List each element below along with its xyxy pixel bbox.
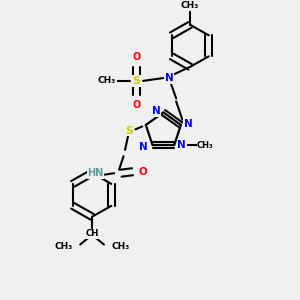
Text: N: N [184,118,193,128]
Text: CH₃: CH₃ [111,242,129,250]
Text: S: S [133,76,141,86]
Text: CH₃: CH₃ [98,76,116,85]
Text: S: S [125,126,134,136]
Text: N: N [177,140,186,150]
Text: N: N [165,73,174,83]
Text: HN: HN [87,168,104,178]
Text: CH₃: CH₃ [181,1,199,10]
Text: O: O [133,100,141,110]
Text: O: O [139,167,147,177]
Text: CH₃: CH₃ [55,242,73,250]
Text: CH₃: CH₃ [197,141,214,150]
Text: N: N [152,106,160,116]
Text: CH: CH [85,229,99,238]
Text: N: N [139,142,148,152]
Text: O: O [133,52,141,61]
